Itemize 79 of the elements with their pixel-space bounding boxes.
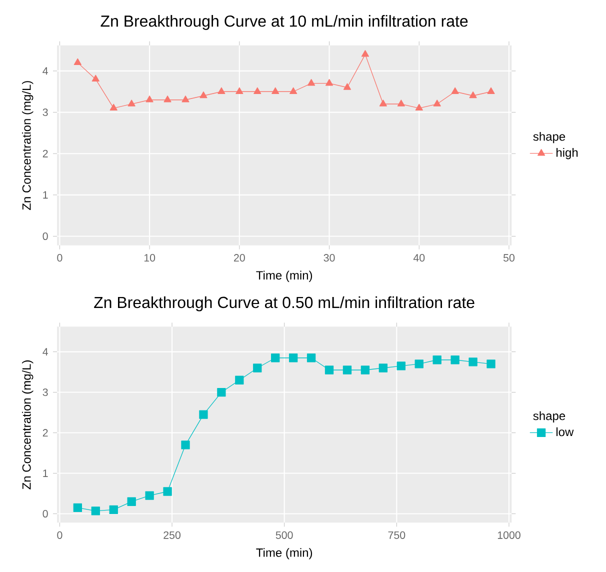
point xyxy=(74,58,82,66)
point xyxy=(218,87,226,94)
y-tick-label: 4 xyxy=(42,348,48,356)
point xyxy=(342,366,352,374)
point xyxy=(486,360,496,368)
point xyxy=(432,356,442,364)
point xyxy=(360,366,370,374)
point xyxy=(73,503,82,512)
point xyxy=(415,104,423,110)
point xyxy=(146,96,154,102)
point xyxy=(110,104,118,110)
y-tick-label: 0 xyxy=(42,510,48,518)
point xyxy=(109,505,118,514)
point xyxy=(308,79,316,86)
x-tick-label: 50 xyxy=(503,254,514,262)
point xyxy=(200,91,208,98)
y-axis-title: Zn Concentration (mg/L) xyxy=(22,360,34,490)
point xyxy=(290,87,298,94)
point xyxy=(324,366,334,374)
point xyxy=(397,100,405,106)
x-tick-label: 500 xyxy=(276,531,293,539)
point xyxy=(235,376,244,384)
y-tick-label: 1 xyxy=(43,191,48,199)
point xyxy=(91,506,100,516)
x-tick-label: 250 xyxy=(164,531,181,539)
point xyxy=(468,358,478,366)
point xyxy=(414,360,424,368)
y-axis-title: Zn Concentration (mg/L) xyxy=(22,81,34,210)
legend-title: shape xyxy=(533,132,566,144)
y-tick-label: 3 xyxy=(42,388,48,396)
point xyxy=(272,87,280,94)
point xyxy=(253,364,262,372)
point xyxy=(361,50,370,57)
x-tick-label: 20 xyxy=(234,254,245,262)
point xyxy=(181,440,190,450)
point xyxy=(325,79,334,86)
x-axis-title: Time (min) xyxy=(256,270,312,282)
x-tick-label: 40 xyxy=(413,254,425,262)
point xyxy=(396,362,406,370)
point xyxy=(127,497,136,506)
point xyxy=(128,100,136,106)
legend-label: high xyxy=(556,148,578,160)
legend-title: shape xyxy=(533,411,566,422)
y-tick-label: 0 xyxy=(42,232,48,240)
point xyxy=(254,87,262,94)
point xyxy=(343,83,352,90)
point xyxy=(199,410,208,419)
point xyxy=(164,96,172,102)
x-axis-title: Time (min) xyxy=(256,548,312,560)
x-tick-label: 30 xyxy=(324,254,335,262)
x-tick-label: 1000 xyxy=(498,531,520,539)
y-tick-label: 2 xyxy=(42,150,48,158)
point xyxy=(271,354,280,362)
point xyxy=(306,354,316,362)
y-tick-label: 2 xyxy=(42,429,48,436)
y-tick-label: 1 xyxy=(43,470,48,477)
point xyxy=(487,87,495,94)
y-tick-label: 3 xyxy=(42,108,48,116)
point xyxy=(288,354,298,362)
chart-title: Zn Breakthrough Curve at 10 mL/min infiltration rate xyxy=(100,15,468,30)
point xyxy=(182,96,190,102)
point xyxy=(379,100,387,106)
x-tick-label: 750 xyxy=(388,531,406,539)
point xyxy=(163,487,172,496)
x-tick-label: 0 xyxy=(57,531,62,539)
point xyxy=(433,100,441,106)
point xyxy=(236,87,244,94)
point xyxy=(450,356,460,364)
y-tick-label: 4 xyxy=(42,67,48,75)
point xyxy=(145,491,154,500)
point xyxy=(451,87,459,94)
point xyxy=(217,388,226,397)
point xyxy=(378,364,388,372)
legend-label: low xyxy=(556,427,574,436)
x-tick-label: 0 xyxy=(57,254,62,262)
point xyxy=(92,74,100,82)
chart-title: Zn Breakthrough Curve at 0.50 mL/min infiltration rate xyxy=(94,296,474,312)
point xyxy=(469,91,477,98)
x-tick-label: 10 xyxy=(144,254,156,262)
